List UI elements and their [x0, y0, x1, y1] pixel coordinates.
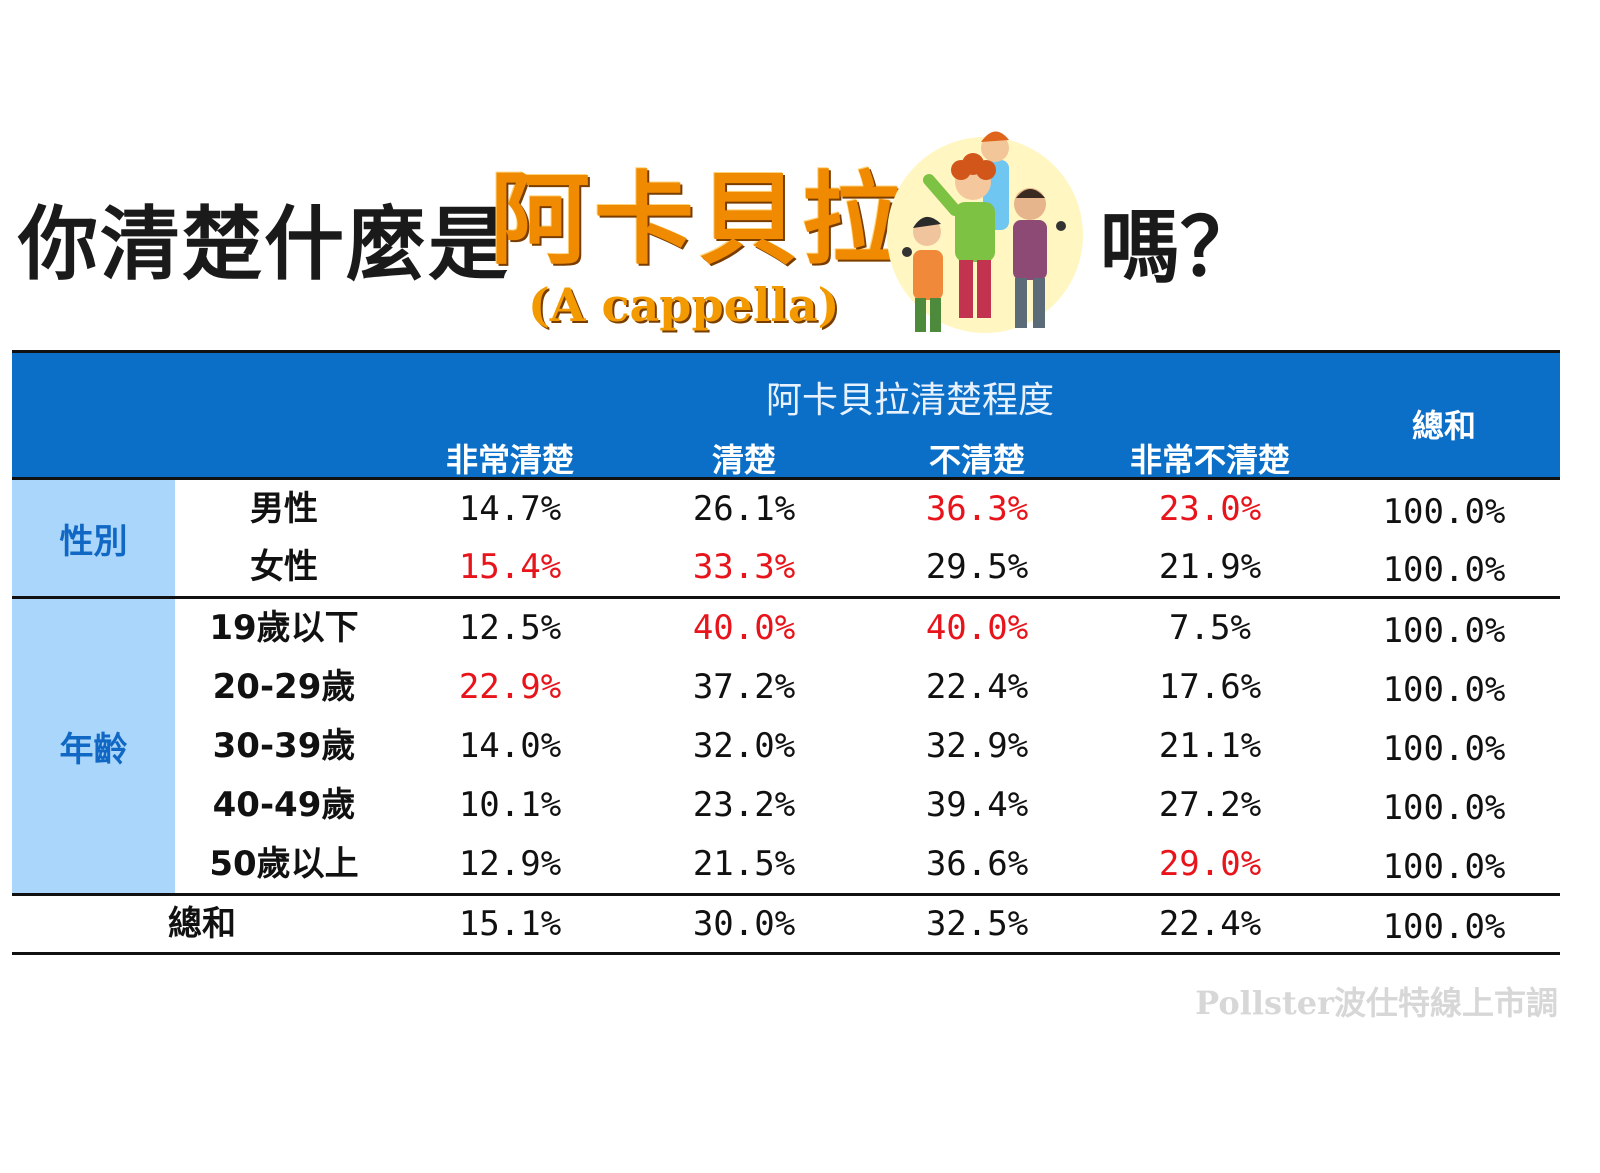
table-header: 阿卡貝拉清楚程度 非常清楚 清楚 不清楚 非常不清楚 總和	[12, 350, 1560, 480]
value-cell: 12.9%	[458, 844, 562, 884]
value-cell: 40.0%	[925, 608, 1029, 648]
row-label: 40-49歲	[212, 785, 356, 825]
row-label: 總和	[168, 904, 236, 944]
total-cell: 100.0%	[1382, 492, 1506, 532]
total-cell: 100.0%	[1382, 670, 1506, 710]
total-cell: 100.0%	[1382, 788, 1506, 828]
singer-body	[1013, 220, 1047, 280]
value-cell: 39.4%	[925, 785, 1029, 825]
table-row: 19歲以下 12.5% 40.0% 40.0% 7.5% 100.0%	[12, 599, 1560, 658]
table-row: 20-29歲 22.9% 37.2% 22.4% 17.6% 100.0%	[12, 658, 1560, 717]
value-cell: 27.2%	[1158, 785, 1262, 825]
divider	[12, 952, 1560, 955]
value-cell: 32.5%	[925, 904, 1029, 944]
value-cell: 30.0%	[692, 904, 796, 944]
value-cell: 26.1%	[692, 489, 796, 529]
singer-body	[955, 202, 995, 262]
total-cell: 100.0%	[1382, 729, 1506, 769]
value-cell: 22.4%	[1158, 904, 1262, 944]
category-cell: 性別	[12, 480, 175, 596]
row-label: 30-39歲	[212, 726, 356, 766]
group-header: 阿卡貝拉清楚程度	[765, 380, 1054, 421]
value-cell: 15.4%	[458, 547, 562, 587]
table-row: 50歲以上 12.9% 21.5% 36.6% 29.0% 100.0%	[12, 835, 1560, 894]
row-label: 20-29歲	[212, 667, 356, 707]
value-cell: 17.6%	[1158, 667, 1262, 707]
value-cell: 37.2%	[692, 667, 796, 707]
row-label: 50歲以上	[209, 844, 359, 884]
singer-body	[913, 250, 943, 300]
value-cell: 7.5%	[1169, 608, 1251, 648]
total-cell: 100.0%	[1382, 611, 1506, 651]
divider	[12, 893, 1560, 896]
a-cappella-singers-illustration	[887, 131, 1083, 333]
value-cell: 33.3%	[692, 547, 796, 587]
value-cell: 23.0%	[1158, 489, 1262, 529]
value-cell: 14.7%	[458, 489, 562, 529]
value-cell: 21.9%	[1158, 547, 1262, 587]
total-column-header: 總和	[1411, 407, 1477, 445]
value-cell: 29.0%	[1158, 844, 1262, 884]
microphone-icon	[1056, 221, 1066, 231]
value-cell: 10.1%	[458, 785, 562, 825]
value-cell: 36.6%	[925, 844, 1029, 884]
table-body: 性別 年齡 男性 14.7% 26.1% 36.3% 23.0% 100.0% 女性 15.4…	[12, 480, 1560, 955]
value-cell: 40.0%	[692, 608, 796, 648]
value-cell: 32.0%	[692, 726, 796, 766]
value-cell: 22.4%	[925, 667, 1029, 707]
title-prefix: 你清楚什麼是	[18, 198, 510, 291]
value-cell: 36.3%	[925, 489, 1029, 529]
total-cell: 100.0%	[1382, 847, 1506, 887]
value-cell: 21.5%	[692, 844, 796, 884]
row-label: 女性	[250, 547, 318, 587]
results-table: 阿卡貝拉清楚程度 非常清楚 清楚 不清楚 非常不清楚 總和 性別 年齡 男性 14…	[12, 350, 1560, 955]
table-row: 30-39歲 14.0% 32.0% 32.9% 21.1% 100.0%	[12, 717, 1560, 776]
table-row: 女性 15.4% 33.3% 29.5% 21.9% 100.0%	[12, 538, 1560, 597]
title-suffix: 嗎？	[1100, 201, 1260, 294]
category-cell: 年齡	[12, 599, 175, 894]
value-cell: 15.1%	[458, 904, 562, 944]
row-label: 男性	[250, 489, 318, 529]
total-cell: 100.0%	[1382, 550, 1506, 590]
value-cell: 14.0%	[458, 726, 562, 766]
divider	[12, 596, 1560, 599]
title-highlight: 阿卡貝拉	[490, 161, 906, 278]
total-cell: 100.0%	[1382, 907, 1506, 947]
column-header: 清楚	[711, 441, 777, 479]
value-cell: 12.5%	[458, 608, 562, 648]
value-cell: 23.2%	[692, 785, 796, 825]
row-label: 19歲以下	[209, 608, 359, 648]
table-total-row: 總和 15.1% 30.0% 32.5% 22.4% 100.0%	[12, 895, 1560, 954]
value-cell: 21.1%	[1158, 726, 1262, 766]
column-header: 非常不清楚	[1129, 441, 1291, 479]
table-row: 男性 14.7% 26.1% 36.3% 23.0% 100.0%	[12, 480, 1560, 539]
value-cell: 29.5%	[925, 547, 1029, 587]
watermark: Pollster波仕特線上市調	[1195, 984, 1558, 1022]
value-cell: 22.9%	[458, 667, 562, 707]
column-header: 非常清楚	[445, 441, 575, 479]
value-cell: 32.9%	[925, 726, 1029, 766]
microphone-icon	[902, 247, 912, 257]
table-row: 40-49歲 10.1% 23.2% 39.4% 27.2% 100.0%	[12, 776, 1560, 835]
column-header: 不清楚	[928, 441, 1026, 479]
title-subtitle: (A cappella)	[528, 278, 840, 332]
